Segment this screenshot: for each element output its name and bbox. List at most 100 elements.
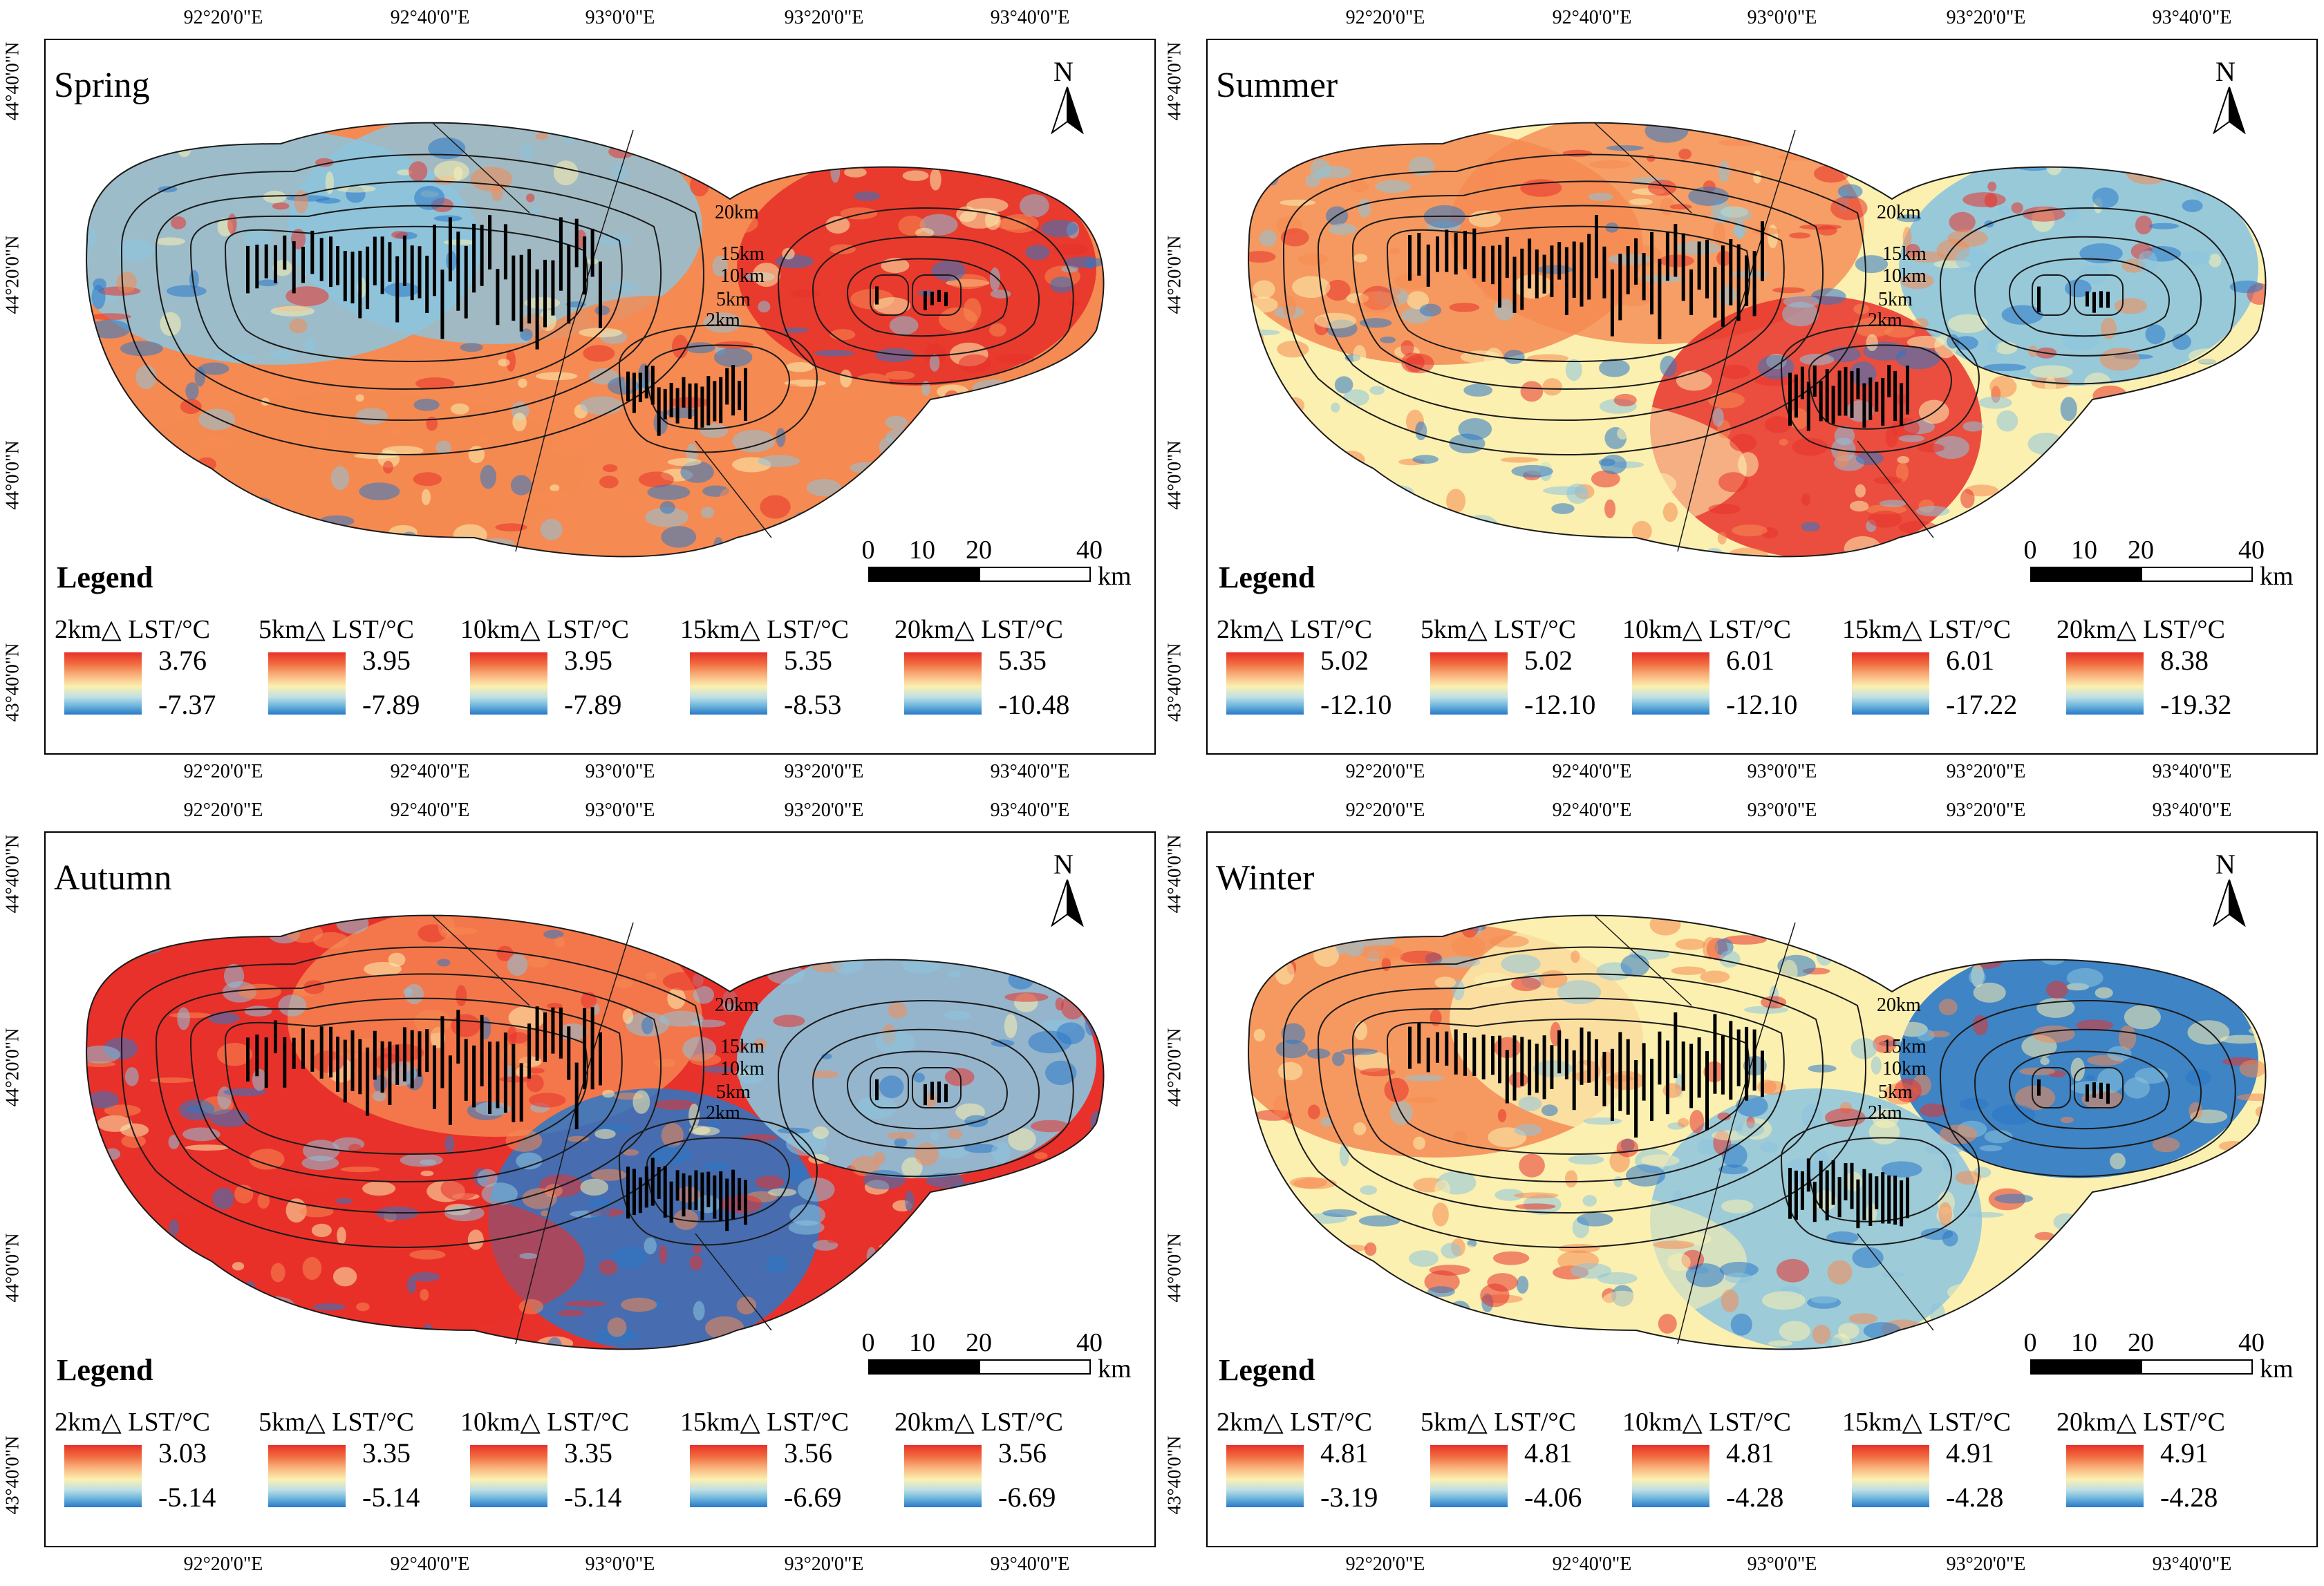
pv-array-strip [1868, 377, 1873, 420]
pv-array-strip [1463, 231, 1467, 270]
buffer-label: 20km [715, 202, 759, 223]
pv-array-strip [694, 383, 698, 430]
pv-array-strip [1542, 1035, 1546, 1099]
pv-array-strip [1881, 377, 1885, 426]
legend-color-ramp [268, 652, 346, 715]
north-arrow: N [1047, 56, 1088, 134]
buffer-label: 10km [720, 265, 765, 287]
pv-array-strip [1856, 1179, 1860, 1229]
pv-array-strip [2086, 1084, 2089, 1102]
map-frame: 20km 15km 10km 5km 2km Summer N 0 10 20 40 km… [1206, 39, 2318, 755]
legend-min-value: -4.28 [1726, 1482, 1784, 1513]
pv-array-strip [1564, 1039, 1568, 1079]
right-region [737, 151, 1096, 386]
legend-item: 20km△ LST/°C 3.56 -6.69 [894, 1406, 1095, 1513]
pv-array-strip [472, 223, 476, 293]
legend-label: 10km△ LST/°C [1622, 1408, 1791, 1437]
longitude-tick-bottom: 92°20'0"E [183, 1554, 263, 1575]
legend-label: 5km△ LST/°C [259, 615, 414, 644]
season-title: Winter [1216, 858, 1315, 898]
longitude-tick-top: 93°40'0"E [990, 800, 1070, 821]
pv-array-strip [1491, 245, 1494, 285]
pv-array-strip [1658, 1031, 1662, 1085]
scale-number: 0 [2023, 1328, 2037, 1357]
pv-array-strip [937, 290, 941, 302]
legend-min-value: -17.22 [1946, 689, 2018, 720]
pv-array-strip [675, 388, 680, 424]
pv-array-strip [1705, 239, 1709, 299]
map-frame: 20km 15km 10km 5km 2km Autumn N 0 10 20 40 km… [44, 831, 1156, 1547]
legend-label: 20km△ LST/°C [894, 1408, 1063, 1437]
pv-array-strip [1505, 1050, 1509, 1104]
buffer-label: 5km [1878, 1082, 1913, 1103]
legend-label: 20km△ LST/°C [894, 615, 1063, 644]
buffer-label: 2km [706, 1102, 740, 1124]
legend-color-ramp [1226, 652, 1304, 715]
legend-min-value: -5.14 [158, 1482, 216, 1513]
pv-array-strip [1595, 215, 1598, 271]
pv-array-strip [1736, 1029, 1741, 1086]
latitude-tick-left: 44°0'0"N [1, 1233, 23, 1303]
north-arrow-icon [1051, 86, 1084, 134]
pv-array-strip [1681, 1041, 1685, 1091]
buffer-ring-right-2 [846, 1050, 1009, 1130]
legend-label: 2km△ LST/°C [55, 615, 210, 644]
pv-array-strip [1806, 381, 1810, 431]
pv-array-strip [1825, 1170, 1829, 1220]
legend-max-value: 3.03 [158, 1437, 207, 1469]
pv-array-strip [657, 387, 661, 436]
legend-max-value: 3.95 [362, 645, 411, 676]
pv-array-strip [1831, 386, 1835, 424]
legend-item: 10km△ LST/°C 3.95 -7.89 [460, 614, 661, 720]
pv-array-strip [1806, 1158, 1810, 1192]
scale-number: 0 [861, 536, 875, 565]
legend-max-value: 5.02 [1320, 645, 1369, 676]
legend-label: 5km△ LST/°C [1421, 1408, 1576, 1437]
longitude-tick-top: 93°20'0"E [1946, 7, 2026, 28]
buffer-label: 2km [1868, 1102, 1902, 1124]
pv-array-strip [1752, 1029, 1756, 1091]
legend-max-value: 3.95 [564, 645, 612, 676]
buffer-label: 5km [716, 289, 751, 310]
scale-number: 40 [2238, 1328, 2265, 1357]
pv-array-strip [2092, 292, 2096, 313]
longitude-tick-top: 92°20'0"E [183, 800, 263, 821]
pv-array-strip [725, 368, 729, 405]
legend-max-value: 4.81 [1320, 1437, 1369, 1469]
pv-array-strip [638, 1177, 642, 1214]
pv-array-strip [2099, 291, 2103, 308]
longitude-tick-top: 92°40'0"E [390, 7, 470, 28]
pv-array-strip [944, 292, 948, 307]
north-arrow: N [2209, 56, 2250, 134]
legend-min-value: -3.19 [1320, 1482, 1378, 1513]
pv-array-strip [1721, 1035, 1725, 1095]
pv-array-strip [875, 1079, 879, 1101]
longitude-tick-bottom: 92°40'0"E [1552, 1554, 1632, 1575]
pv-array-strip [1572, 1050, 1576, 1111]
pv-array-strip [626, 1167, 630, 1219]
pv-array-strip [410, 1030, 414, 1088]
legend-min-value: -12.10 [1726, 689, 1798, 720]
buffer-ring-right-0 [777, 207, 1074, 385]
map-panel-autumn: 92°20'0"E 92°20'0"E 92°40'0"E 92°40'0"E 93°0… [0, 793, 1162, 1585]
pv-array-strip [496, 269, 500, 325]
pv-array-strip [551, 1007, 555, 1054]
pv-array-strip [738, 381, 742, 410]
legend-max-value: 4.81 [1726, 1437, 1774, 1469]
pv-array-strip [1794, 374, 1798, 418]
pv-array-strip [1557, 242, 1562, 280]
pv-array-strip [626, 371, 630, 402]
latitude-tick-left: 44°40'0"N [1163, 41, 1185, 121]
pv-array-strip [1498, 245, 1501, 308]
legend-item: 2km△ LST/°C 3.76 -7.37 [55, 614, 255, 720]
legend-item: 15km△ LST/°C 4.91 -4.28 [1842, 1406, 2043, 1513]
pv-array-strip [402, 1027, 406, 1082]
south-region [129, 1185, 585, 1337]
pv-array-strip [418, 1031, 422, 1077]
legend-max-value: 5.02 [1524, 645, 1573, 676]
legend-min-value: -5.14 [362, 1482, 420, 1513]
pv-array-strip [319, 1026, 324, 1079]
pv-array-strip [574, 218, 579, 267]
